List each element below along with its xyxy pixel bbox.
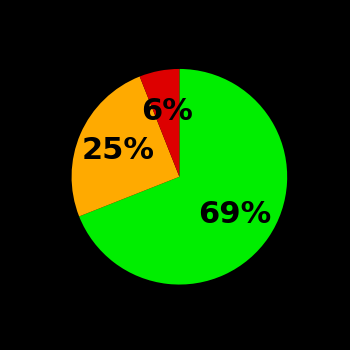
- Text: 69%: 69%: [198, 200, 271, 229]
- Text: 6%: 6%: [141, 97, 193, 126]
- Wedge shape: [140, 69, 180, 177]
- Wedge shape: [72, 77, 179, 216]
- Wedge shape: [79, 69, 287, 285]
- Text: 25%: 25%: [82, 136, 155, 165]
